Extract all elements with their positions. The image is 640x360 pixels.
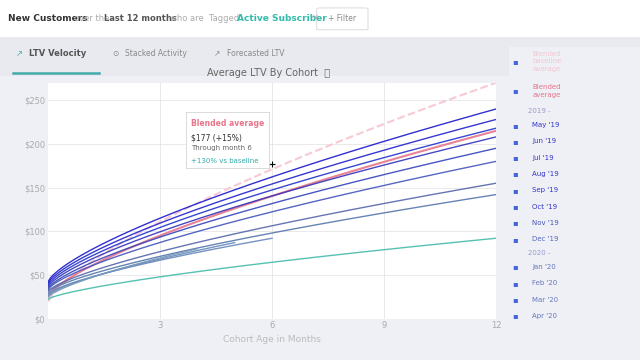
Text: 2020 -: 2020 - (529, 250, 551, 256)
Text: ▪: ▪ (513, 153, 518, 162)
Text: ⊞  Tutorials: ⊞ Tutorials (560, 49, 604, 58)
Text: $177 (+15%): $177 (+15%) (191, 133, 243, 142)
Text: Forecasted LTV: Forecasted LTV (227, 49, 285, 58)
Text: Sep '19: Sep '19 (532, 187, 559, 193)
Text: +130% vs baseline: +130% vs baseline (191, 158, 259, 163)
Text: Jul '19: Jul '19 (532, 155, 554, 161)
Text: ↗: ↗ (214, 49, 221, 58)
Text: Dec '19: Dec '19 (532, 236, 559, 242)
Text: New Customers: New Customers (8, 14, 87, 23)
Text: ▪: ▪ (513, 219, 518, 228)
Text: ▪: ▪ (513, 137, 518, 146)
Text: ▪: ▪ (513, 170, 518, 179)
Text: Blended
baseline
average: Blended baseline average (532, 51, 562, 72)
Text: ▪: ▪ (513, 202, 518, 211)
Text: Feb '20: Feb '20 (532, 280, 557, 286)
Text: Blended
average: Blended average (532, 84, 561, 98)
Text: + Filter: + Filter (328, 14, 356, 23)
Text: Aug '19: Aug '19 (532, 171, 559, 177)
Text: ▪: ▪ (513, 57, 518, 66)
Text: Apr '20: Apr '20 (532, 313, 557, 319)
Text: over the: over the (74, 14, 109, 23)
Text: ×: × (312, 14, 319, 23)
Text: May '19: May '19 (532, 122, 560, 128)
Text: Average LTV By Cohort  ⓘ: Average LTV By Cohort ⓘ (207, 68, 330, 78)
Text: ▪: ▪ (513, 279, 518, 288)
Text: Jun '19: Jun '19 (532, 138, 557, 144)
Text: LTV Velocity: LTV Velocity (29, 49, 86, 58)
Text: ⊙: ⊙ (112, 49, 118, 58)
Text: Stacked Activity: Stacked Activity (125, 49, 187, 58)
Text: Mar '20: Mar '20 (532, 297, 559, 302)
Text: ▪: ▪ (513, 262, 518, 271)
Text: ▪: ▪ (513, 121, 518, 130)
Text: Active Subscriber: Active Subscriber (237, 14, 326, 23)
X-axis label: Cohort Age in Months: Cohort Age in Months (223, 334, 321, 343)
Text: ▪: ▪ (513, 235, 518, 244)
Text: Oct '19: Oct '19 (532, 204, 557, 210)
Text: Last 12 months: Last 12 months (104, 14, 177, 23)
Text: ▪: ▪ (513, 295, 518, 304)
Text: ▪: ▪ (513, 186, 518, 195)
Text: Nov '19: Nov '19 (532, 220, 559, 226)
Text: who are  Tagged: who are Tagged (170, 14, 239, 23)
Text: 2019 -: 2019 - (529, 108, 551, 114)
Text: Through month 6: Through month 6 (191, 145, 252, 151)
Text: ▪: ▪ (513, 86, 518, 95)
Text: Blended average: Blended average (191, 118, 265, 127)
FancyBboxPatch shape (317, 8, 368, 30)
Text: Jan '20: Jan '20 (532, 264, 556, 270)
Text: ↗: ↗ (16, 49, 23, 58)
Text: ▪: ▪ (513, 311, 518, 320)
